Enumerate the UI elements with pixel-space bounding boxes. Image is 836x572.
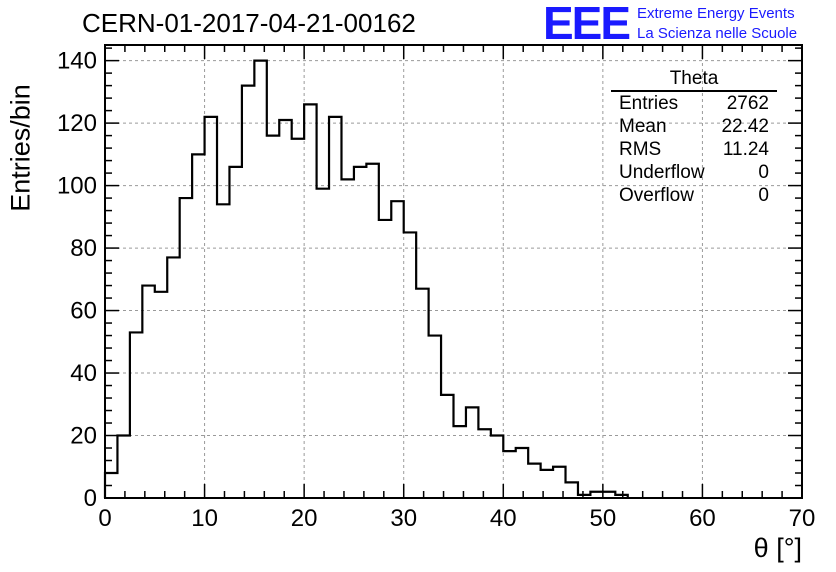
y-tick-label: 0: [84, 485, 97, 512]
histogram-bin: [217, 204, 229, 498]
histogram-bin: [205, 117, 217, 498]
histogram-bin: [254, 61, 266, 498]
stats-row: Mean 22.42: [611, 115, 777, 138]
histogram-bin: [528, 464, 540, 498]
x-tick-label: 30: [390, 505, 417, 532]
histogram-bin: [391, 201, 403, 498]
histogram-bin: [142, 286, 154, 498]
stats-value: 2762: [726, 93, 769, 114]
histogram-bin: [167, 257, 179, 498]
histogram-bin: [553, 467, 565, 498]
y-axis-label-text: Entries/bin: [5, 84, 36, 212]
x-tick-label: 10: [191, 505, 218, 532]
stats-value: 22.42: [721, 116, 769, 137]
histogram-bin: [242, 86, 254, 498]
logo-caption: Extreme Energy Events La Scienza nelle S…: [637, 4, 797, 44]
x-tick-label: 60: [689, 505, 716, 532]
stats-row: Underflow 0: [611, 161, 777, 184]
histogram-bin: [516, 448, 528, 498]
stats-box-title: Theta: [611, 68, 777, 92]
histogram-bin: [366, 164, 378, 498]
histogram-bin: [180, 198, 192, 498]
stats-row: RMS 11.24: [611, 138, 777, 161]
histogram-bin: [130, 332, 142, 498]
stats-value: 0: [758, 185, 769, 206]
stats-label: Underflow: [619, 162, 705, 183]
histogram-bin: [454, 426, 466, 498]
histogram-bin: [404, 232, 416, 498]
histogram-bin: [304, 104, 316, 498]
logo-caption-line2: La Scienza nelle Scuole: [637, 25, 798, 42]
logo-caption-line1: Extreme Energy Events: [637, 5, 795, 22]
x-tick-label: 50: [590, 505, 617, 532]
x-tick-label: 0: [98, 505, 111, 532]
histogram-bin: [155, 292, 167, 498]
y-tick-label: 60: [70, 298, 97, 325]
y-tick-label: 20: [70, 423, 97, 450]
y-tick-label: 100: [57, 173, 97, 200]
histogram-bin: [117, 436, 129, 498]
stats-label: Overflow: [619, 185, 694, 206]
histogram-bin: [279, 120, 291, 498]
histogram-bin: [317, 189, 329, 498]
plot-frame: [104, 44, 803, 499]
histogram-bin: [416, 289, 428, 498]
histogram-bin: [192, 154, 204, 498]
histogram-bin: [379, 220, 391, 498]
x-axis-label: θ [°]: [753, 533, 802, 563]
histogram-bin: [229, 167, 241, 498]
y-tick-label: 80: [70, 235, 97, 262]
x-tick-label: 70: [789, 505, 816, 532]
histogram-bin: [441, 395, 453, 498]
y-tick-label: 120: [57, 110, 97, 137]
histogram-bin: [341, 179, 353, 498]
x-tick-label: 20: [291, 505, 318, 532]
histogram-bin: [329, 117, 341, 498]
histogram-bin: [566, 482, 578, 498]
histogram-bin: [105, 473, 117, 498]
histogram-bin: [491, 436, 503, 498]
y-tick-label: 140: [57, 48, 97, 75]
stats-label: Mean: [619, 116, 667, 137]
eee-logo: EEE: [543, 0, 631, 49]
stats-label: RMS: [619, 139, 662, 160]
stats-row: Overflow 0: [611, 184, 777, 207]
histogram-outline: [103, 59, 629, 498]
stats-value: 11.24: [722, 139, 769, 160]
x-tick-label: 40: [490, 505, 517, 532]
histogram-bin: [429, 336, 441, 498]
histogram-bin: [541, 470, 553, 498]
histogram-bin: [267, 136, 279, 498]
histogram-bin: [292, 139, 304, 498]
histogram-bin: [478, 429, 490, 498]
stats-box: Theta Entries 2762 Mean 22.42 RMS 11.24 …: [611, 68, 777, 207]
stats-row: Entries 2762: [611, 92, 777, 115]
histogram-bin: [354, 167, 366, 498]
stats-value: 0: [758, 162, 769, 183]
histogram-bin: [503, 451, 515, 498]
y-tick-label: 40: [70, 360, 97, 387]
y-axis-label: Entries/bin: [4, 84, 38, 212]
chart-title: CERN-01-2017-04-21-00162: [82, 8, 416, 38]
histogram-bin: [466, 407, 478, 498]
stats-label: Entries: [619, 93, 679, 114]
